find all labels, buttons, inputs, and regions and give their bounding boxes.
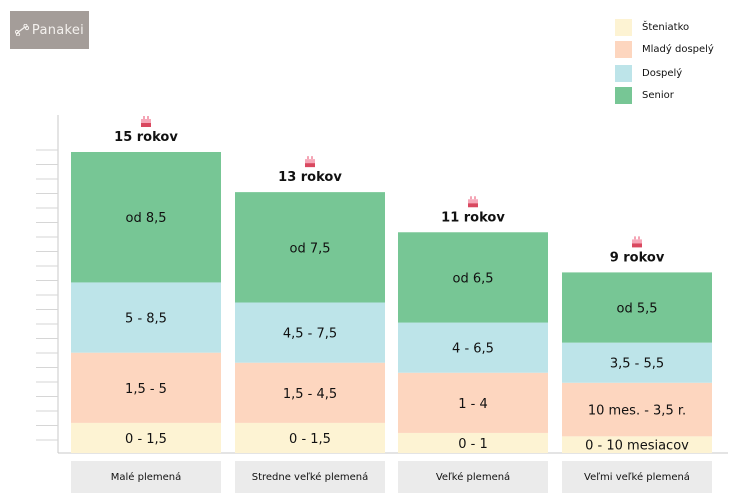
logo-text: Panakei	[31, 22, 85, 38]
bar-segment	[235, 422, 385, 453]
legend-swatch	[615, 18, 632, 36]
bar-segment	[71, 422, 221, 453]
bar-segment	[235, 192, 385, 303]
data-label: 0 - 1	[458, 437, 488, 452]
legend-label: Dospelý	[642, 67, 683, 79]
bar-segment	[71, 152, 221, 283]
data-label: 0 - 1,5	[125, 432, 167, 447]
cake-base	[305, 163, 315, 168]
birthday-cake-icon	[141, 116, 151, 127]
bar-segment	[398, 232, 548, 323]
data-label: od 7,5	[289, 241, 330, 256]
bar-segment	[71, 352, 221, 423]
birthday-cake-icon	[468, 196, 478, 208]
legend-swatch	[615, 40, 632, 58]
bar-segment	[398, 372, 548, 433]
legend-swatch	[615, 86, 632, 104]
category-label-stredne: Stredne veľké plemená	[235, 461, 385, 493]
data-label: 1,5 - 5	[125, 382, 167, 397]
data-label: 1 - 4	[458, 397, 488, 412]
category-label-velke: Veľké plemená	[398, 461, 548, 493]
cake-base	[632, 243, 642, 248]
legend-item-senior: Senior	[615, 86, 674, 104]
birthday-cake-icon	[632, 236, 642, 248]
data-label: od 6,5	[452, 271, 493, 286]
legend-label: Mladý dospelý	[642, 43, 714, 55]
cake-top	[141, 119, 151, 123]
data-label: 4 - 6,5	[452, 342, 494, 357]
legend-item-mlady-dospely: Mladý dospelý	[615, 40, 714, 58]
cake-base	[468, 203, 478, 208]
cake-top	[305, 159, 315, 164]
bar-segment	[562, 342, 712, 383]
cake-base	[141, 123, 151, 127]
cake-top	[468, 199, 478, 204]
bar-segment	[562, 382, 712, 437]
data-label: od 8,5	[125, 211, 166, 226]
lifespan-label: 11 rokov	[441, 210, 505, 225]
data-label: 5 - 8,5	[125, 312, 167, 327]
bar-segment	[562, 272, 712, 343]
legend-label: Šteniatko	[642, 21, 690, 33]
cake-top	[632, 239, 642, 244]
birthday-cake-icon	[305, 156, 315, 168]
legend-item-dospely: Dospelý	[615, 64, 682, 82]
data-label: 0 - 1,5	[289, 432, 331, 447]
bar-segment	[398, 322, 548, 373]
dog-bone-icon	[14, 24, 29, 36]
legend-label: Senior	[642, 89, 674, 101]
bar-segment	[398, 432, 548, 453]
data-label: 1,5 - 4,5	[283, 387, 337, 402]
data-label: od 5,5	[616, 302, 657, 317]
lifespan-label: 15 rokov	[114, 130, 178, 145]
data-label: 3,5 - 5,5	[610, 357, 664, 372]
data-label: 0 - 10 mesiacov	[585, 439, 689, 454]
panakei-logo: Panakei	[10, 11, 89, 49]
lifespan-label: 9 rokov	[610, 250, 665, 265]
bar-segment	[235, 302, 385, 363]
legend-item-steniatko: Šteniatko	[615, 18, 689, 36]
bar-segment	[71, 282, 221, 353]
data-label: 10 mes. - 3,5 r.	[588, 404, 686, 419]
category-label-velmi-velke: Veľmi veľké plemená	[562, 461, 712, 493]
bar-segment	[235, 362, 385, 423]
bar-segment	[562, 436, 712, 453]
legend-swatch	[615, 64, 632, 82]
data-label: 4,5 - 7,5	[283, 327, 337, 342]
category-label-male: Malé plemená	[71, 461, 221, 493]
lifespan-label: 13 rokov	[278, 170, 342, 185]
